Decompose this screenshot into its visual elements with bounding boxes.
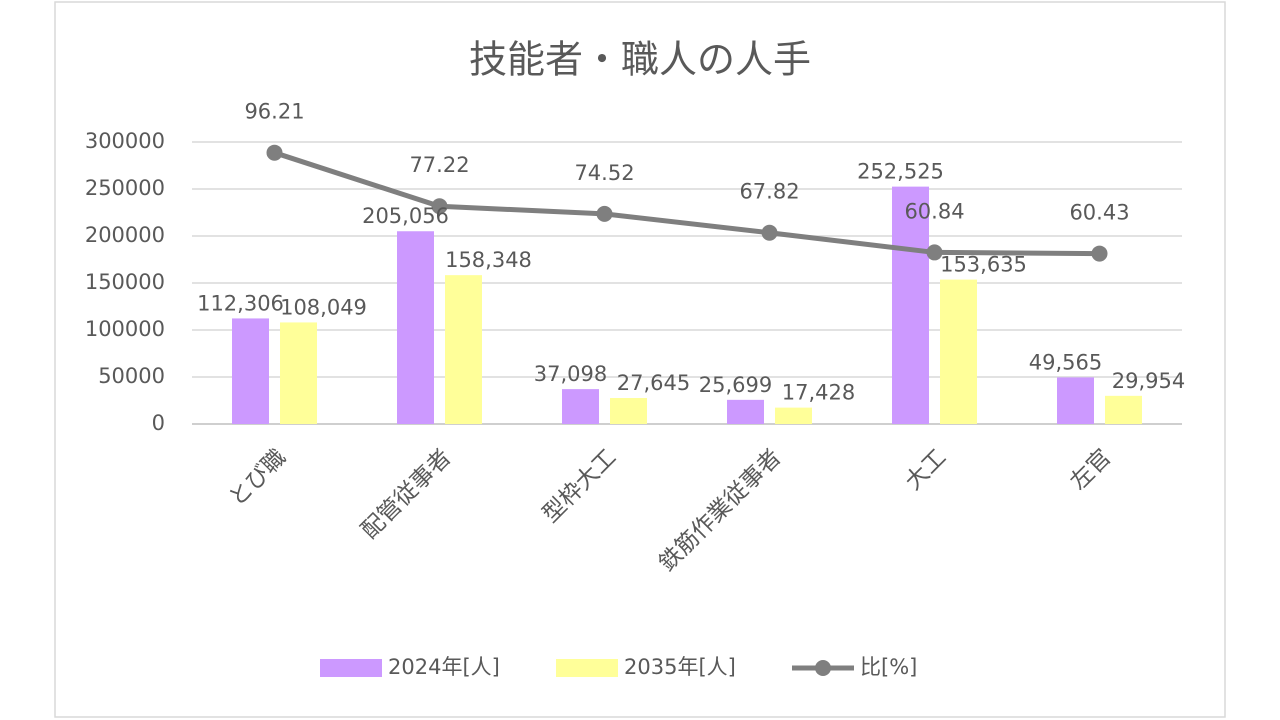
bar [397,231,434,424]
legend-marker [815,660,831,676]
y-tick-label: 100000 [85,317,165,341]
line [273,150,1100,257]
data-label: 205,056 [362,204,449,228]
line-marker [761,224,778,241]
data-label: 67.82 [739,180,799,204]
legend-label: 2024年[人] [388,655,500,679]
data-label: 25,699 [699,373,772,397]
line-marker [1091,245,1108,262]
bar [445,275,482,424]
bar [1057,377,1094,424]
data-label: 108,049 [280,295,367,319]
y-tick-label: 150000 [85,270,165,294]
bar [775,407,812,424]
y-tick-label: 0 [152,411,165,435]
y-tick-label: 250000 [85,176,165,200]
data-label: 96.21 [244,100,304,124]
data-label: 29,954 [1112,369,1185,393]
line-marker [266,144,283,161]
bar [280,322,317,424]
bar [892,186,929,424]
bar [1105,395,1142,424]
data-label: 252,525 [857,160,944,184]
data-label: 74.52 [574,161,634,185]
chart-title: 技能者・職人の人手 [469,38,811,82]
data-label: 37,098 [534,362,607,386]
legend-label: 2035年[人] [624,655,736,679]
line-marker [596,205,613,222]
data-label: 112,306 [197,291,284,315]
data-label: 27,645 [617,371,690,395]
data-label: 49,565 [1029,350,1102,374]
bar [562,389,599,424]
bar [940,279,977,424]
y-tick-label: 300000 [85,129,165,153]
legend-swatch [556,659,618,677]
data-label: 153,635 [940,253,1027,277]
y-tick-label: 50000 [98,364,165,388]
data-label: 17,428 [782,381,855,405]
data-label: 158,348 [445,248,532,272]
bar [610,398,647,424]
legend-label: 比[%] [860,655,917,679]
y-tick-label: 200000 [85,223,165,247]
data-label: 77.22 [409,153,469,177]
legend-swatch [320,659,382,677]
data-label: 60.43 [1069,201,1129,225]
bar [727,399,764,424]
line-marker [926,244,943,261]
bar [232,318,269,424]
data-label: 60.84 [904,199,964,223]
line-marker [431,198,448,215]
